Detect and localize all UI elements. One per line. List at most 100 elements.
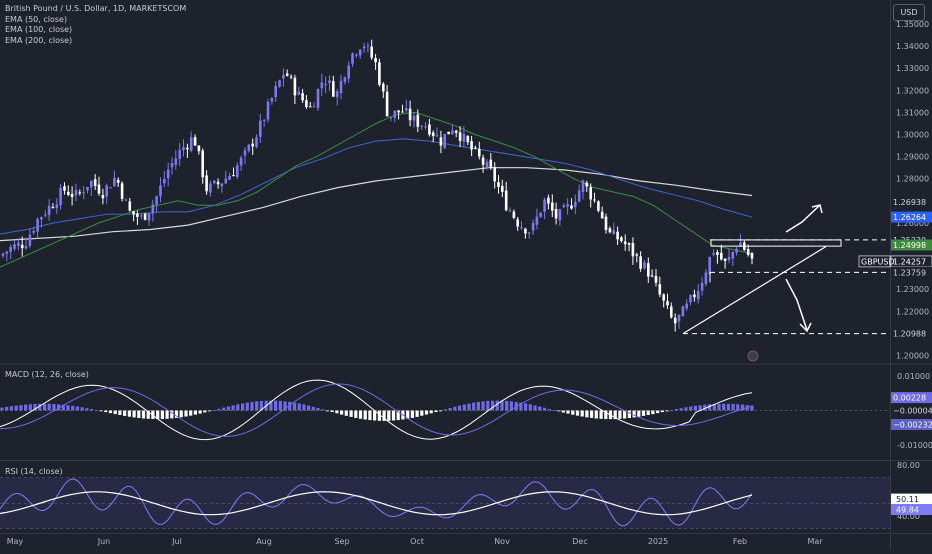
candle-body xyxy=(82,192,85,194)
legend-ema100[interactable]: EMA (100, close) xyxy=(5,25,73,34)
candle-body xyxy=(312,106,316,108)
candle-body xyxy=(443,134,446,148)
candle-body xyxy=(720,252,723,260)
macd-histogram-bar xyxy=(174,410,179,418)
candle-body xyxy=(746,249,750,255)
macd-histogram-bar xyxy=(255,401,259,411)
price-axis-tick: 1.28000 xyxy=(896,175,929,184)
candle-body xyxy=(13,244,16,249)
macd-histogram-bar xyxy=(410,410,414,418)
macd-label[interactable]: MACD (12, 26, close) xyxy=(5,370,89,379)
time-axis-tick: May xyxy=(7,537,24,546)
candle-body xyxy=(274,86,277,97)
candle-body xyxy=(462,134,466,142)
price-axis-tick: 1.32000 xyxy=(896,86,929,95)
macd-histogram-bar xyxy=(118,410,122,415)
candle-body xyxy=(151,204,155,214)
candle-body xyxy=(604,216,608,230)
legend-ema200[interactable]: EMA (200, close) xyxy=(5,35,73,45)
ema100-line xyxy=(0,138,753,235)
macd-histogram-bar xyxy=(146,410,150,419)
candle-body xyxy=(259,120,262,137)
price-tag-label: 1.20988 xyxy=(893,330,926,339)
candle-body xyxy=(600,211,604,219)
candle-body xyxy=(205,175,208,192)
candle-body xyxy=(293,77,297,96)
legend: British Pound / U.S. Dollar, 1D, MARKETS… xyxy=(5,4,186,46)
candle-body xyxy=(301,93,304,101)
macd-histogram-bar xyxy=(189,410,193,416)
macd-histogram-bar xyxy=(377,410,381,421)
macd-histogram-bar xyxy=(641,410,646,416)
macd-histogram-bar xyxy=(741,404,745,411)
candle-body xyxy=(435,135,439,137)
candle-body xyxy=(55,204,59,209)
macd-histogram-bar xyxy=(590,410,594,418)
candle-body xyxy=(132,211,135,215)
candle-body xyxy=(424,126,427,128)
macd-histogram-bar xyxy=(717,403,721,411)
signal-line xyxy=(0,383,753,437)
candle-body xyxy=(474,147,477,149)
price-tag-bg xyxy=(891,239,932,251)
candle-body xyxy=(539,212,542,217)
time-axis-tick: Jun xyxy=(97,537,111,546)
macd-histogram-bar xyxy=(226,406,230,411)
macd-histogram-bar xyxy=(514,401,518,411)
candle-body xyxy=(389,117,393,118)
macd-histogram-bar xyxy=(618,410,622,419)
candle-body xyxy=(723,258,727,261)
candle-body xyxy=(193,137,197,146)
price-axis-tick: 1.33000 xyxy=(896,64,929,73)
candle-body xyxy=(239,157,243,166)
candle-body xyxy=(378,62,381,85)
candle-body xyxy=(739,242,742,247)
candle-body xyxy=(140,215,143,217)
candle-body xyxy=(439,137,443,146)
candle-body xyxy=(282,75,285,79)
macd-histogram-bar xyxy=(222,407,226,411)
macd-histogram-bar xyxy=(533,405,537,411)
macd-histogram-bar xyxy=(604,410,608,420)
macd-histogram-bar xyxy=(679,408,683,411)
candle-body xyxy=(155,196,158,205)
macd-histogram-bar xyxy=(467,403,471,411)
candle-body xyxy=(328,80,331,84)
candle-body xyxy=(420,125,423,127)
candle-body xyxy=(543,199,546,212)
candle-body xyxy=(689,295,692,303)
macd-histogram-bar xyxy=(269,400,273,411)
candle-body xyxy=(335,91,339,98)
candle-body xyxy=(351,53,354,64)
price-axis-tick: 1.30000 xyxy=(896,131,929,140)
candle-body xyxy=(5,251,9,254)
macd-histogram-bar xyxy=(500,400,504,411)
candle-body xyxy=(44,214,47,216)
price-axis-tick: 1.20000 xyxy=(896,352,929,361)
time-axis-tick: Nov xyxy=(494,537,510,546)
candle-body xyxy=(385,91,389,117)
legend-ema50[interactable]: EMA (50, close) xyxy=(5,14,68,24)
time-axis-tick: Oct xyxy=(410,537,424,546)
candle-body xyxy=(531,223,535,231)
macd-histogram-bar xyxy=(5,406,9,411)
price-tag-label: 1.24998 xyxy=(893,241,926,250)
candle-body xyxy=(163,178,166,184)
candle-body xyxy=(643,262,646,269)
up-arrow xyxy=(785,204,821,233)
price-axis-tick: 1.29000 xyxy=(896,153,929,162)
time-axis-tick: Mar xyxy=(807,537,823,546)
candle-body xyxy=(508,210,512,212)
candle-body xyxy=(673,317,677,324)
legend-title[interactable]: British Pound / U.S. Dollar, 1D, MARKETS… xyxy=(5,4,187,13)
rsi-label[interactable]: RSI (14, close) xyxy=(5,467,63,476)
candle-body xyxy=(382,83,385,92)
currency-button[interactable]: USD xyxy=(893,4,925,21)
macd-histogram-bar xyxy=(170,410,174,419)
candle-body xyxy=(255,137,258,147)
symbol-tag-bg xyxy=(858,255,891,268)
macd-histogram-bar xyxy=(406,410,410,419)
candle-body xyxy=(431,132,435,136)
